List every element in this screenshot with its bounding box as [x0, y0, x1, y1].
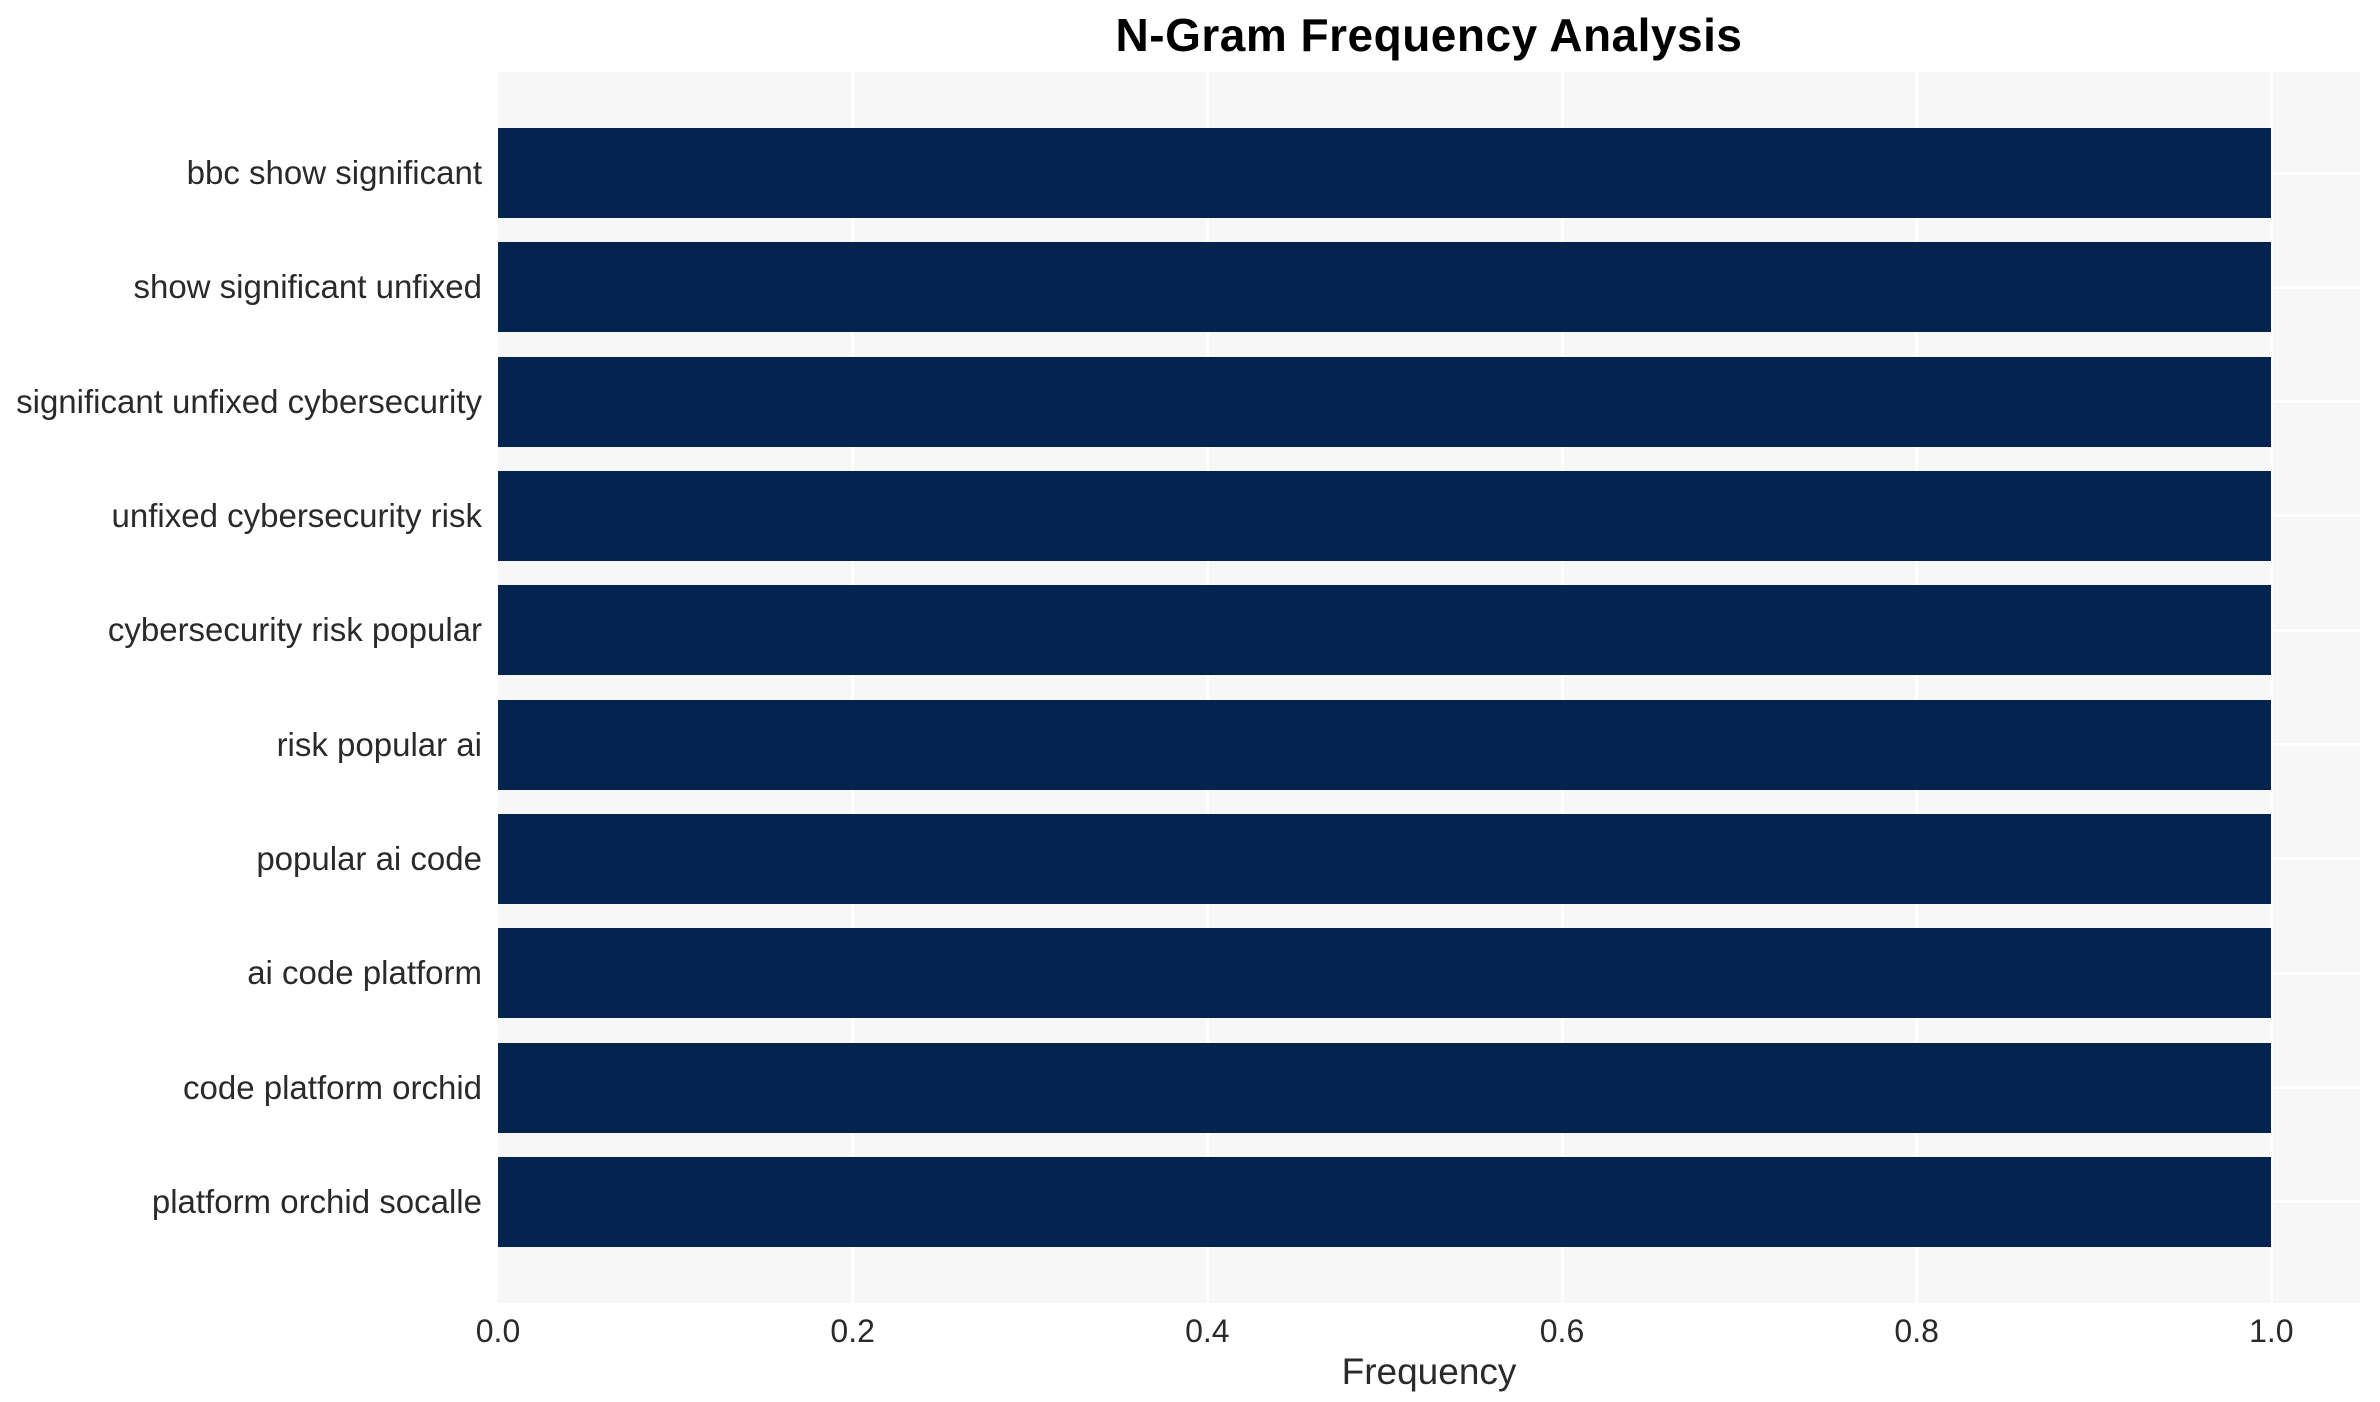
category-label: popular ai code	[256, 839, 482, 877]
bar-ai-code-platform	[498, 928, 2271, 1019]
x-tick-label-1.0: 1.0	[2249, 1313, 2294, 1349]
category-label: risk popular ai	[276, 725, 482, 763]
bar-bbc-show-significant	[498, 128, 2271, 218]
v-gridline-0.2	[851, 72, 855, 1303]
x-tick-label-0.2: 0.2	[830, 1313, 875, 1349]
v-gridline-0.6	[1560, 72, 1564, 1303]
category-label: platform orchid socalle	[151, 1182, 482, 1220]
x-tick-label-0.6: 0.6	[1539, 1313, 1585, 1349]
x-tick-label-0.4: 0.4	[1185, 1313, 1230, 1349]
v-gridline-1.0	[2269, 72, 2273, 1303]
category-label: unfixed cybersecurity risk	[111, 496, 482, 534]
bar-cybersecurity-risk-popular	[498, 585, 2271, 676]
category-label: ai code platform	[247, 954, 482, 992]
v-gridline-0.8	[1915, 72, 1919, 1303]
bar-show-significant-unfixed	[498, 242, 2271, 333]
category-label: code platform orchid	[183, 1068, 482, 1106]
x-tick-label-0.0: 0.0	[475, 1313, 521, 1349]
bar-significant-unfixed-cybersecurity	[498, 356, 2271, 447]
category-label: show significant unfixed	[133, 268, 482, 306]
chart-title: N-Gram Frequency Analysis	[1115, 9, 1743, 61]
bar-risk-popular-ai	[498, 699, 2271, 790]
category-label: cybersecurity risk popular	[107, 611, 482, 649]
category-label: significant unfixed cybersecurity	[16, 382, 482, 420]
x-tick-label-0.8: 0.8	[1894, 1313, 1939, 1349]
v-gridline-0.4	[1205, 72, 1209, 1303]
bar-unfixed-cybersecurity-risk	[498, 470, 2271, 561]
bar-platform-orchid-socalle	[498, 1156, 2271, 1247]
category-label: bbc show significant	[186, 154, 482, 191]
x-axis-title: Frequency	[1341, 1351, 1517, 1392]
bar-popular-ai-code	[498, 813, 2271, 904]
bar-code-platform-orchid	[498, 1042, 2271, 1133]
